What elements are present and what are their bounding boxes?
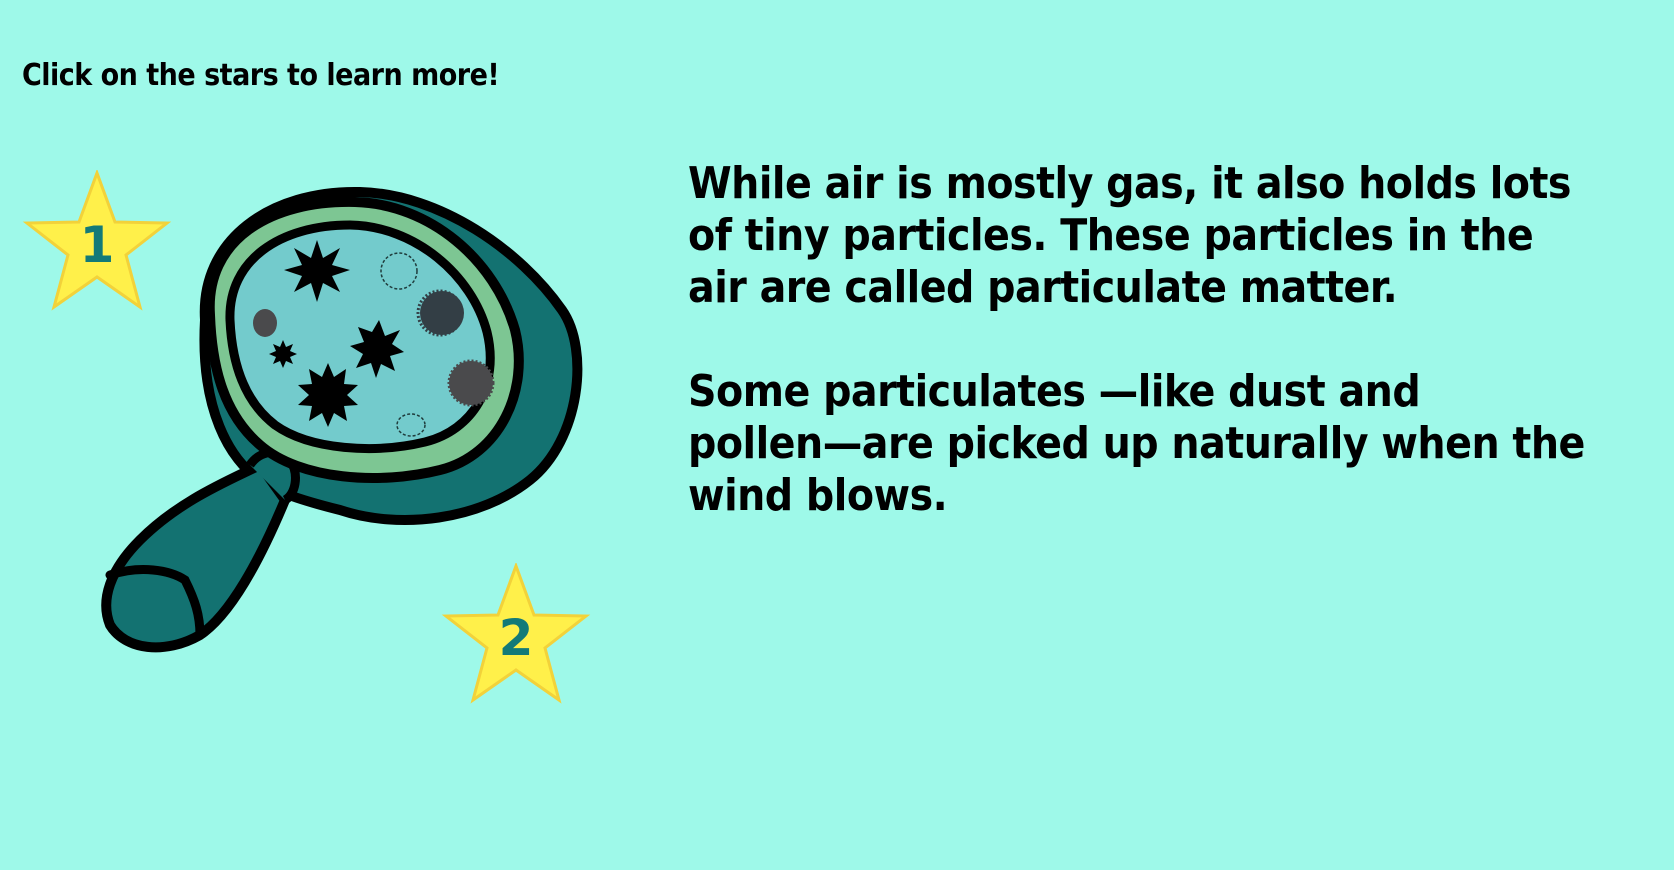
text-line: pollen—are picked up naturally when the [688, 418, 1585, 469]
paragraph-particulate-definition: While air is mostly gas, it also holds l… [688, 158, 1588, 314]
instruction-text: Click on the stars to learn more! [22, 58, 500, 93]
content-text: While air is mostly gas, it also holds l… [688, 158, 1588, 574]
star-icon [22, 170, 172, 311]
text-line: wind blows. [688, 470, 948, 521]
star-number-label: 2 [498, 609, 534, 667]
text-line: While air is mostly gas, it also holds l… [688, 158, 1572, 209]
text-line: air are called particulate matter. [688, 262, 1398, 313]
star-button-2[interactable]: 2 [441, 563, 591, 708]
text-line: of tiny particles. These particles in th… [688, 210, 1534, 261]
magnifying-glass-icon [100, 180, 590, 674]
star-icon [441, 563, 591, 704]
text-line: Some particulates —like dust and [688, 366, 1421, 417]
star-number-label: 1 [79, 216, 115, 274]
paragraph-natural-particulates: Some particulates —like dust and pollen—… [688, 366, 1588, 522]
star-button-1[interactable]: 1 [22, 170, 172, 315]
